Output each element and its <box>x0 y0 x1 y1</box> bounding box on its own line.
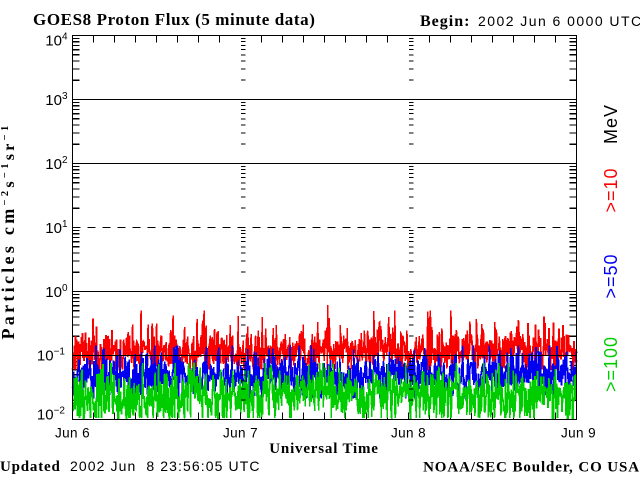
svg-text:>=100: >=100 <box>601 336 621 392</box>
svg-text:Jun 6: Jun 6 <box>55 426 90 441</box>
svg-text:Jun 7: Jun 7 <box>223 426 258 441</box>
svg-text:Updated: Updated <box>0 459 61 475</box>
svg-text:>=50: >=50 <box>601 253 621 298</box>
svg-text:Universal Time: Universal Time <box>269 441 378 457</box>
svg-text:GOES8 Proton Flux (5 minute da: GOES8 Proton Flux (5 minute data) <box>33 10 316 29</box>
svg-text:Particles cm−2s−1sr−1: Particles cm−2s−1sr−1 <box>0 122 18 339</box>
svg-text:Begin:: Begin: <box>420 13 470 30</box>
svg-text:MeV: MeV <box>601 104 621 144</box>
svg-text:2002 Jun 6 0000 UTC: 2002 Jun 6 0000 UTC <box>478 13 640 29</box>
svg-text:2002 Jun 8 23:56:05 UTC: 2002 Jun 8 23:56:05 UTC <box>70 458 261 474</box>
svg-text:>=10: >=10 <box>601 167 621 212</box>
svg-text:NOAA/SEC Boulder, CO USA: NOAA/SEC Boulder, CO USA <box>423 460 640 476</box>
svg-text:Jun 8: Jun 8 <box>391 426 426 441</box>
svg-text:Jun 9: Jun 9 <box>561 426 596 441</box>
